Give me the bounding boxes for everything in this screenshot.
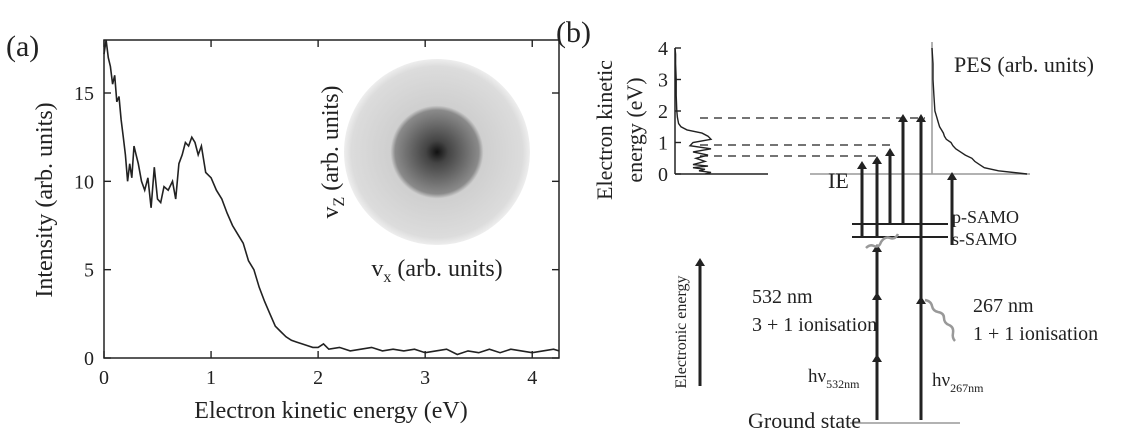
x-tick-label: 4: [527, 367, 537, 389]
green-wavelength-label: 532 nm: [752, 286, 813, 308]
hv-267-sub: 267nm: [950, 381, 984, 395]
panel-a: (a) 0 1 2 3 4 0 5 10 15 Electron kinetic energy…: [6, 30, 560, 424]
pes-267nm-spectrum: [931, 47, 1028, 175]
data-line-a: [103, 39, 560, 356]
p-samo-label: p-SAMO: [952, 207, 1019, 227]
panel-b-label: (b): [556, 16, 591, 49]
hv-267-label: hν267nm: [932, 370, 984, 395]
inset-x-sub: x: [383, 269, 391, 286]
inset-vmi-image: vx (arb. units) vZ (arb. units): [318, 59, 530, 286]
ground-state-label: Ground state: [748, 408, 861, 430]
hv-532-sub: 532nm: [826, 377, 860, 391]
electronic-energy-label: Electronic energy: [673, 276, 690, 389]
eke-tick-label: 4: [658, 38, 668, 60]
eke-tick-label: 2: [658, 101, 668, 123]
uv-process-label: 1 + 1 ionisation: [973, 323, 1098, 345]
eke-axis-label-line2: energy (eV): [622, 77, 647, 182]
y-axis-label-a: Intensity (arb. units): [32, 102, 58, 297]
x-ticks-a: 0 1 2 3 4: [99, 40, 537, 389]
pes-label: PES (arb. units): [954, 52, 1094, 77]
inset-x-main: v: [371, 256, 383, 282]
relaxation-wave-upper: [865, 233, 900, 249]
y-tick-label: 0: [84, 348, 94, 370]
eke-ticks: 0 1 2 3 4: [658, 38, 681, 186]
eke-tick-label: 0: [658, 164, 668, 186]
eke-tick-label: 1: [658, 133, 668, 155]
hv-532-main: hν: [808, 366, 827, 387]
eke-tick-label: 3: [658, 70, 668, 92]
panel-a-label: (a): [6, 30, 39, 63]
s-samo-label: s-SAMO: [952, 229, 1017, 249]
hv-267-main: hν: [932, 370, 951, 391]
x-tick-label: 1: [206, 367, 216, 389]
hv-532-label: hν532nm: [808, 366, 860, 391]
arrows-532nm: [857, 114, 908, 420]
x-tick-label: 3: [420, 367, 430, 389]
inset-y-sub: Z: [331, 197, 348, 207]
inset-x-rest: (arb. units): [391, 256, 502, 282]
panel-b: (b) 0 1 2 3 4 Electron kinetic energy (eV) P…: [556, 16, 1098, 430]
plot-frame-a: [103, 39, 560, 359]
pes-532nm-spectrum: [674, 47, 713, 175]
ie-label: IE: [828, 168, 849, 193]
eke-axis-label-line1: Electron kinetic: [592, 60, 617, 200]
vmi-disk: [344, 59, 530, 245]
inset-x-label: vx (arb. units): [371, 256, 502, 286]
inset-y-main: v: [318, 207, 344, 219]
x-axis-label-a: Electron kinetic energy (eV): [194, 398, 467, 424]
y-tick-label: 5: [84, 260, 94, 282]
relaxation-wave-lower: [924, 298, 956, 342]
green-process-label: 3 + 1 ionisation: [752, 314, 877, 336]
inset-y-rest: (arb. units): [318, 85, 344, 196]
x-tick-label: 0: [99, 367, 109, 389]
y-tick-label: 10: [74, 171, 94, 193]
x-tick-label: 2: [313, 367, 323, 389]
y-tick-label: 15: [74, 83, 94, 105]
arrows-267nm: [916, 114, 957, 420]
inset-y-label: vZ (arb. units): [318, 85, 348, 218]
y-ticks-a: 0 5 10 15: [74, 83, 559, 370]
uv-wavelength-label: 267 nm: [973, 295, 1034, 317]
